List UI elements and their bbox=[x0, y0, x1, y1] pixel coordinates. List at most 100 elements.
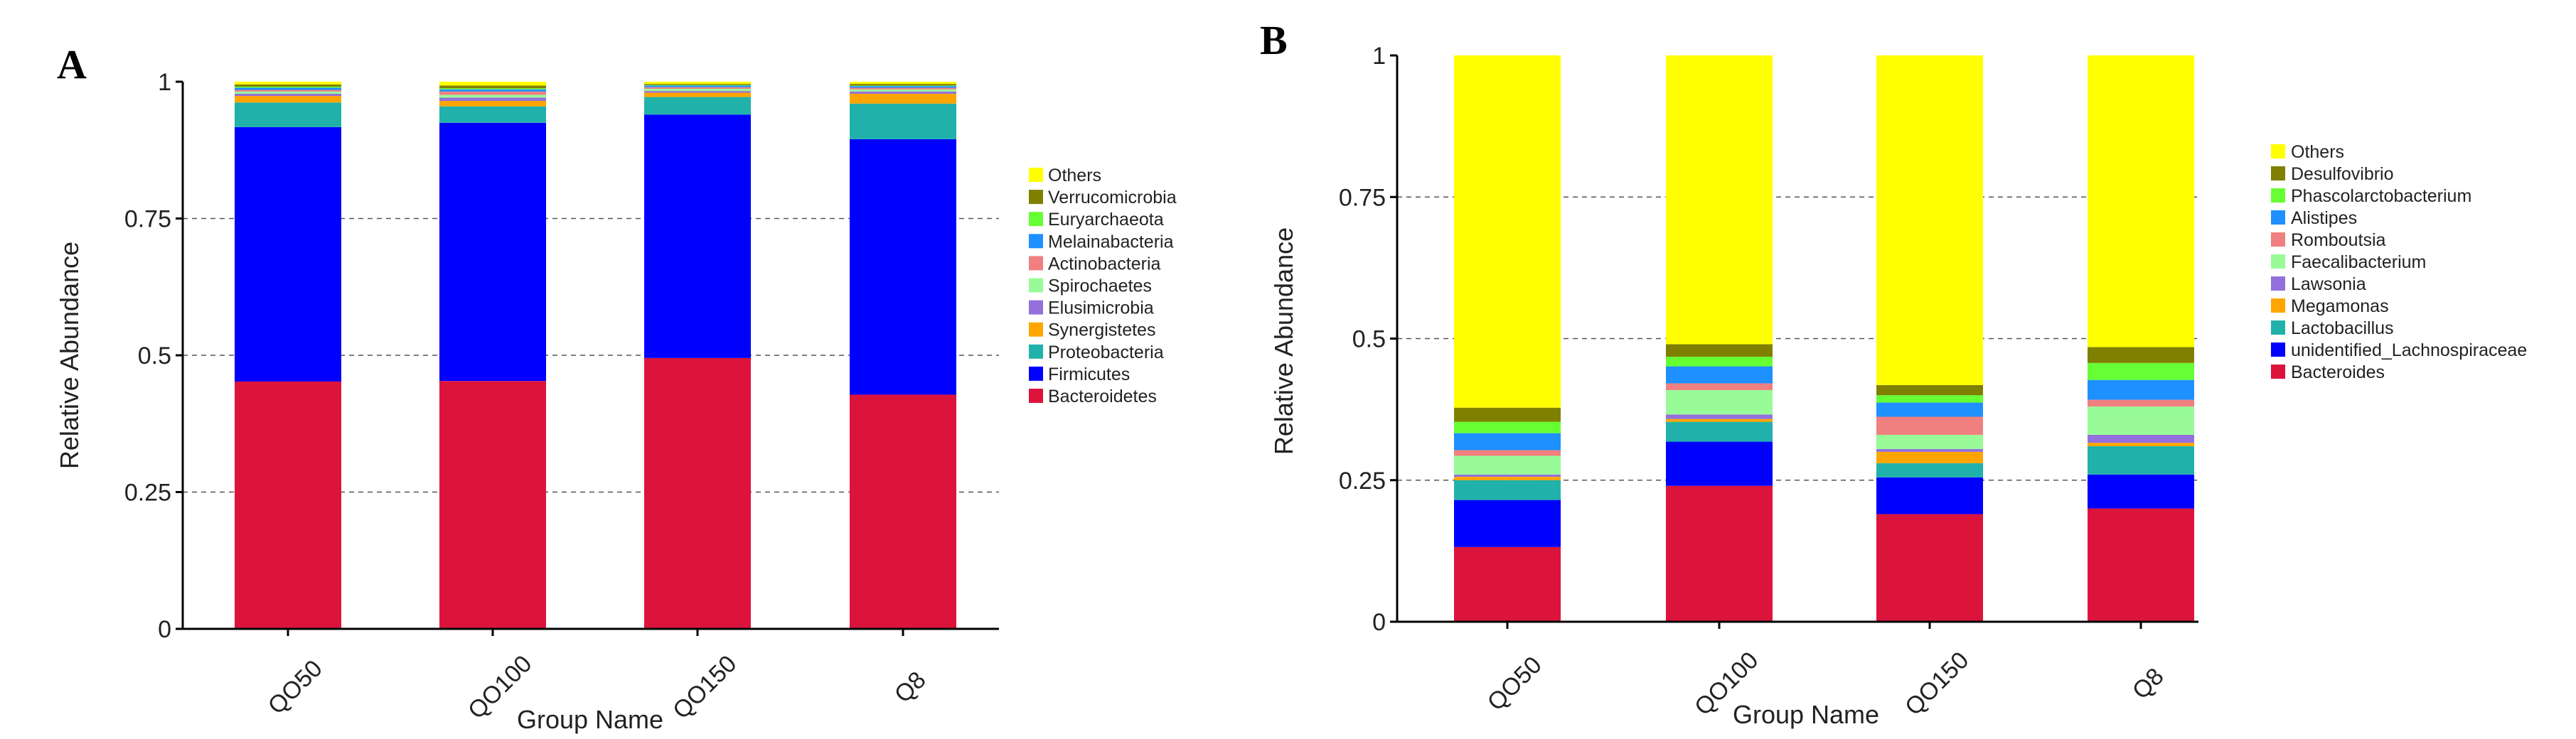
bar-segment bbox=[1454, 480, 1561, 500]
bar-segment bbox=[235, 87, 341, 90]
bar-segment bbox=[644, 84, 751, 85]
legend-swatch bbox=[2271, 365, 2285, 379]
bar-segment bbox=[235, 84, 341, 87]
bar-segment bbox=[850, 394, 956, 629]
legend-label: Megamonas bbox=[2291, 296, 2389, 316]
bar-segment bbox=[2088, 446, 2194, 475]
bar-segment bbox=[2088, 406, 2194, 435]
legend-label: Others bbox=[2291, 142, 2344, 162]
legend-label: Synergistetes bbox=[1048, 320, 1155, 340]
bar-segment bbox=[1666, 383, 1773, 391]
bar-segment bbox=[235, 93, 341, 97]
bar-segment bbox=[1454, 500, 1561, 547]
bar-segment bbox=[644, 114, 751, 358]
x-tick-label: QO150 bbox=[1900, 647, 1974, 721]
x-tick-label: QO50 bbox=[263, 655, 328, 720]
bar-segment bbox=[439, 85, 546, 89]
bar-segment bbox=[1454, 433, 1561, 451]
bar-segment bbox=[1876, 514, 1983, 622]
legend-label: Others bbox=[1048, 166, 1101, 185]
legend-swatch bbox=[1029, 300, 1043, 315]
bar-segment bbox=[439, 88, 546, 90]
bar-segment bbox=[1666, 55, 1773, 345]
bar-segment bbox=[644, 87, 751, 90]
bar-segment bbox=[1876, 434, 1983, 449]
bar-segment bbox=[850, 93, 956, 104]
y-tick-label: 0.25 bbox=[1339, 468, 1386, 495]
bar-segment bbox=[235, 381, 341, 629]
legend-label: Phascolarctobacterium bbox=[2291, 186, 2471, 206]
legend-swatch bbox=[2271, 276, 2285, 291]
legend-label: Bacteroides bbox=[2291, 362, 2385, 382]
legend-label: Elusimicrobia bbox=[1048, 298, 1154, 318]
x-tick-label: QO150 bbox=[668, 650, 742, 724]
bar-segment bbox=[644, 91, 751, 93]
bar-segment bbox=[1666, 441, 1773, 486]
bar-segment bbox=[1876, 384, 1983, 396]
bar-segment bbox=[1666, 390, 1773, 415]
legend-swatch bbox=[1029, 234, 1043, 249]
bar-segment bbox=[235, 91, 341, 94]
y-tick-label: 0.75 bbox=[124, 206, 171, 233]
bar-segment bbox=[1454, 421, 1561, 433]
y-tick-label: 1 bbox=[158, 69, 171, 96]
legend-label: Firmicutes bbox=[1048, 365, 1130, 384]
bar-segment bbox=[850, 84, 956, 86]
legend-label: Lactobacillus bbox=[2291, 318, 2394, 338]
bar-segment bbox=[1666, 421, 1773, 442]
bar-segment bbox=[644, 82, 751, 85]
legend-label: Lawsonia bbox=[2291, 274, 2366, 294]
bar-segment bbox=[1876, 477, 1983, 514]
x-tick-label: QO50 bbox=[1482, 652, 1547, 716]
legend-label: Spirochaetes bbox=[1048, 276, 1152, 296]
bar-segment bbox=[1876, 451, 1983, 463]
x-axis-title: Group Name bbox=[1733, 700, 1879, 729]
bar-segment bbox=[235, 86, 341, 88]
bar-segment bbox=[1666, 366, 1773, 384]
bar-segment bbox=[850, 91, 956, 94]
bar-segment bbox=[1454, 450, 1561, 456]
bar-segment bbox=[644, 92, 751, 97]
bar-segment bbox=[1454, 474, 1561, 477]
bar-segment bbox=[1666, 419, 1773, 422]
bar-segment bbox=[850, 87, 956, 90]
bar-segment bbox=[2088, 379, 2194, 400]
bar-segment bbox=[1454, 546, 1561, 622]
legend-swatch bbox=[2271, 254, 2285, 269]
bar-segment bbox=[2088, 362, 2194, 380]
bar-segment bbox=[439, 91, 546, 95]
bar-segment bbox=[1454, 476, 1561, 480]
bar-segment bbox=[439, 95, 546, 98]
panel-label-a: A bbox=[57, 41, 87, 87]
legend-swatch bbox=[1029, 389, 1043, 403]
y-axis-title: Relative Abundance bbox=[55, 242, 84, 469]
legend-label: Alistipes bbox=[2291, 208, 2357, 228]
bar-segment bbox=[1876, 395, 1983, 403]
bar-segment bbox=[1454, 407, 1561, 422]
legend-swatch bbox=[1029, 256, 1043, 271]
bar-segment bbox=[2088, 55, 2194, 347]
legend-swatch bbox=[2271, 320, 2285, 335]
legend-swatch bbox=[1029, 190, 1043, 205]
bar-segment bbox=[235, 82, 341, 85]
bar-segment bbox=[2088, 508, 2194, 622]
bar-segment bbox=[2088, 474, 2194, 509]
legend-swatch bbox=[1029, 366, 1043, 381]
bar-segment bbox=[644, 357, 751, 629]
legend-label: Actinobacteria bbox=[1048, 254, 1161, 274]
bar-segment bbox=[644, 85, 751, 87]
bar-segment bbox=[1666, 344, 1773, 357]
bar-segment bbox=[439, 381, 546, 629]
bar-segment bbox=[644, 85, 751, 86]
bar-segment bbox=[850, 82, 956, 85]
bar-segment bbox=[1876, 416, 1983, 435]
legend-label: Desulfovibrio bbox=[2291, 164, 2394, 184]
legend-label: Faecalibacterium bbox=[2291, 252, 2426, 272]
bar-segment bbox=[644, 89, 751, 92]
x-axis-title: Group Name bbox=[517, 705, 663, 734]
legend-swatch bbox=[2271, 298, 2285, 313]
legend-label: Bacteroidetes bbox=[1048, 387, 1157, 406]
bar-segment bbox=[850, 85, 956, 87]
